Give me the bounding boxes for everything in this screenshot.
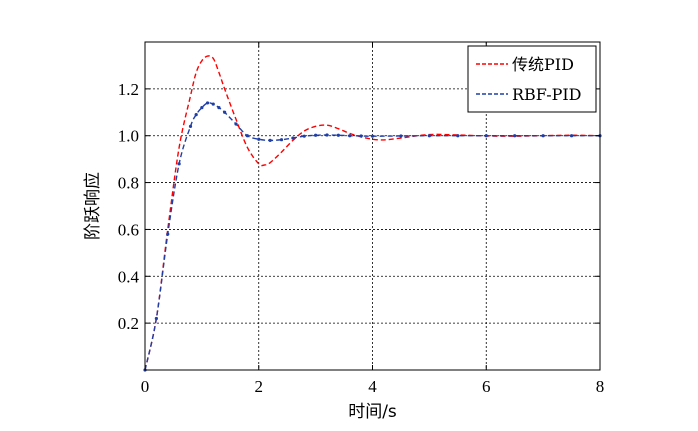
y-tick-label: 0.6 bbox=[118, 220, 139, 239]
series-layer bbox=[143, 55, 602, 372]
series-point bbox=[188, 124, 193, 128]
y-tick-label: 0.4 bbox=[118, 267, 140, 286]
series-point bbox=[291, 136, 295, 140]
series-point bbox=[569, 134, 574, 138]
x-tick-label: 4 bbox=[368, 377, 377, 396]
series-point bbox=[314, 133, 318, 137]
grid bbox=[145, 42, 600, 370]
x-tick-label: 0 bbox=[141, 377, 150, 396]
series-point bbox=[211, 102, 215, 106]
legend-box bbox=[467, 45, 597, 113]
x-tick-label: 2 bbox=[255, 377, 264, 396]
series-point bbox=[336, 133, 340, 137]
series-point bbox=[302, 134, 306, 138]
series-point bbox=[279, 138, 284, 142]
axis-ticks: 0 2 4 6 8 0.2 0.4 0.6 0.8 1.0 1.2 bbox=[118, 42, 605, 396]
series-point bbox=[484, 134, 488, 138]
series-point bbox=[154, 316, 158, 321]
x-tick-label: 6 bbox=[482, 377, 491, 396]
series-rbf-pid bbox=[143, 101, 602, 372]
series-point bbox=[217, 106, 221, 110]
y-tick-label: 1.0 bbox=[118, 127, 139, 146]
series-point bbox=[541, 134, 545, 138]
series-point bbox=[245, 134, 249, 138]
series-point bbox=[223, 110, 227, 114]
series-point bbox=[427, 134, 431, 138]
series-pid bbox=[144, 55, 601, 371]
series-point bbox=[268, 138, 272, 142]
y-tick-label: 1.2 bbox=[118, 80, 139, 99]
series-point bbox=[370, 134, 375, 138]
x-tick-label: 8 bbox=[596, 377, 605, 396]
legend-label-pid: 传统PID bbox=[512, 55, 574, 74]
series-line bbox=[144, 55, 601, 371]
series-point bbox=[456, 134, 460, 138]
series-point bbox=[194, 113, 198, 117]
y-axis-title: 阶跃响应 bbox=[83, 172, 103, 240]
series-point bbox=[348, 134, 352, 138]
series-point bbox=[399, 134, 403, 138]
series-point bbox=[234, 122, 238, 126]
series-point bbox=[205, 101, 210, 105]
series-point bbox=[200, 106, 204, 110]
series-point bbox=[513, 134, 517, 138]
y-tick-label: 0.8 bbox=[118, 174, 139, 193]
series-point bbox=[325, 133, 329, 137]
series-point bbox=[359, 134, 363, 138]
x-axis-title: 时间/s bbox=[348, 402, 397, 422]
legend-label-rbf-pid: RBF-PID bbox=[512, 85, 582, 104]
series-point bbox=[257, 137, 261, 141]
legend: 传统PID RBF-PID bbox=[467, 45, 597, 113]
series-point bbox=[166, 232, 170, 236]
y-tick-label: 0.2 bbox=[118, 314, 139, 333]
series-point bbox=[177, 162, 181, 166]
series-line bbox=[144, 102, 600, 371]
